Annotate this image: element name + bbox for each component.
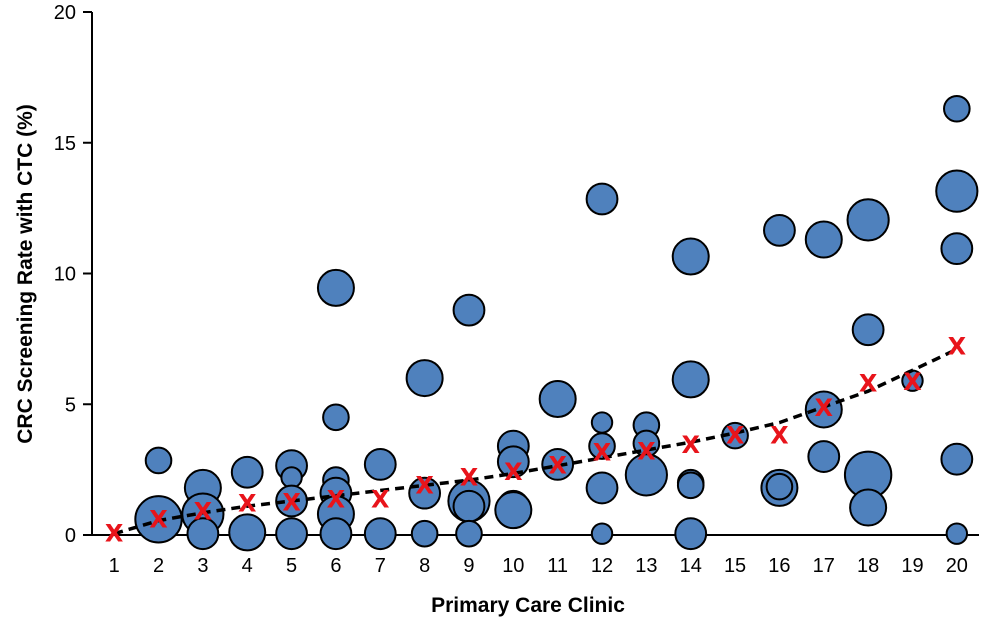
bubble-point — [322, 403, 350, 432]
x-tick-label: 6 — [330, 555, 341, 577]
mean-marker: X — [105, 520, 124, 548]
mean-marker: X — [327, 486, 346, 514]
bubble-point — [228, 513, 267, 552]
mean-marker: X — [282, 488, 301, 516]
x-tick-label: 4 — [242, 555, 253, 577]
bubble-point — [765, 472, 794, 501]
mean-marker: X — [371, 486, 390, 514]
x-tick-label: 19 — [901, 555, 923, 577]
mean-marker: X — [548, 452, 567, 480]
y-tick-label: 10 — [54, 264, 76, 286]
x-tick-label: 15 — [724, 555, 746, 577]
trend-line — [113, 347, 958, 536]
bubble-point — [590, 522, 614, 545]
x-tick-label: 7 — [375, 555, 386, 577]
bubble-point — [671, 237, 710, 276]
bubble-point — [676, 471, 705, 500]
bubble-series — [134, 94, 979, 552]
x-tick-label: 3 — [197, 555, 208, 577]
mean-marker: X — [815, 394, 834, 422]
bubble-point — [671, 360, 710, 399]
x-tick-label: 1 — [109, 555, 120, 577]
bubble-point — [455, 519, 483, 548]
x-tick-label: 2 — [153, 555, 164, 577]
bubble-point — [807, 440, 841, 473]
bubble-point — [230, 455, 264, 489]
mean-marker: X — [504, 458, 523, 486]
bubble-point — [851, 313, 885, 347]
x-tick-label: 17 — [813, 555, 835, 577]
x-tick-label: 10 — [502, 555, 524, 577]
mean-marker: X — [903, 368, 922, 396]
bubble-point — [935, 169, 979, 213]
bubble-point — [496, 445, 530, 479]
y-tick-label: 5 — [65, 394, 76, 416]
x-tick-label: 11 — [547, 555, 568, 577]
bubble-point — [940, 232, 974, 266]
bubble-point — [585, 182, 619, 216]
mean-marker: X — [149, 505, 168, 533]
mean-marker: X — [194, 497, 213, 525]
mean-marker: X — [681, 431, 700, 459]
mean-marker: X — [460, 463, 479, 491]
mean-marker-series: XX X X X X XX X X X X X X X XXX XX — [105, 333, 967, 548]
bubble-point — [943, 94, 971, 123]
bubble-point — [319, 517, 353, 551]
mean-marker: X — [948, 333, 967, 361]
bubble-point — [804, 220, 843, 259]
bubble-point — [494, 491, 533, 530]
mean-marker: X — [415, 471, 434, 499]
bubble-point — [275, 517, 308, 551]
bubble-point — [849, 488, 888, 527]
bubble-point — [940, 442, 974, 476]
y-axis-ticks: 0 5 10 15 20 — [54, 2, 92, 547]
x-tick-label: 9 — [463, 555, 474, 577]
trend-line-group — [113, 347, 958, 536]
bubble-point — [763, 213, 796, 247]
bubble-point — [363, 517, 397, 551]
bubble-point — [585, 471, 619, 505]
bubble-point — [846, 198, 890, 242]
bubble-point — [590, 411, 614, 434]
mean-marker: X — [593, 439, 612, 467]
mean-marker: X — [859, 369, 878, 397]
bubble-point — [452, 489, 486, 523]
bubble-point — [624, 453, 668, 497]
y-tick-label: 15 — [54, 133, 76, 155]
bubble-point — [804, 390, 843, 429]
x-tick-label: 16 — [768, 555, 790, 577]
bubble-point — [541, 447, 575, 481]
mean-marker: X — [637, 437, 656, 465]
x-tick-label: 8 — [419, 555, 430, 577]
mean-marker: X — [770, 422, 789, 450]
x-tick-label: 13 — [635, 555, 657, 577]
x-tick-label: 18 — [857, 555, 879, 577]
x-tick-label: 20 — [946, 555, 968, 577]
bubble-point — [945, 522, 969, 545]
bubble-point — [452, 293, 486, 327]
bubble-point — [538, 380, 577, 419]
bubble-point — [410, 519, 439, 548]
bubble-point — [405, 359, 444, 398]
axes — [91, 12, 979, 536]
x-tick-label: 14 — [680, 555, 702, 577]
y-tick-label: 0 — [65, 525, 76, 547]
y-axis-title: CRC Screening Rate with CTC (%) — [14, 104, 37, 444]
bubble-point — [316, 268, 355, 307]
mean-marker: X — [726, 422, 745, 450]
x-tick-label: 12 — [591, 555, 613, 577]
x-tick-label: 5 — [286, 555, 297, 577]
bubble-point — [588, 432, 616, 460]
bubble-point — [186, 517, 220, 551]
bubble-point — [144, 446, 173, 475]
y-tick-label: 20 — [54, 2, 76, 24]
x-axis-ticks: 1 2 3 4 5 6 7 8 9 10 11 12 13 14 15 16 17 18 19 20 — [109, 555, 968, 577]
bubble-point — [674, 517, 708, 551]
mean-marker: X — [238, 490, 257, 518]
bubble-point — [363, 447, 397, 481]
x-axis-title: Primary Care Clinic — [431, 594, 625, 617]
